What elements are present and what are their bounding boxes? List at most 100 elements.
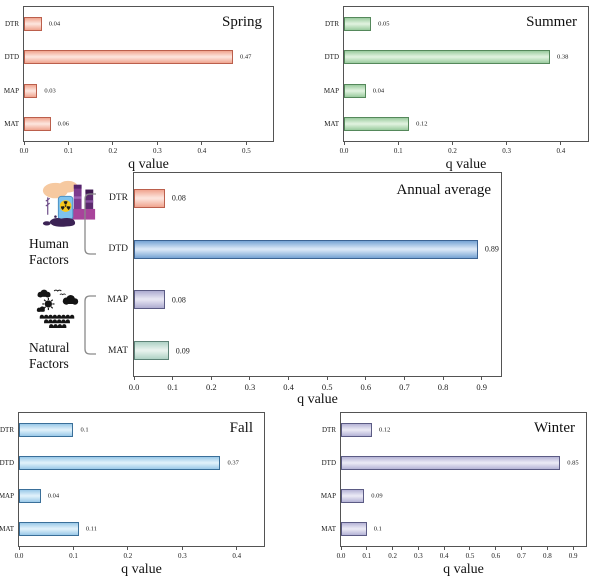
natural-factors-bracket (84, 295, 96, 355)
chart-winter: Winter DTR 0.12 DTD 0.85 MAP 0.09 MAT 0.1 0.0 0.1 0… (321, 412, 587, 577)
x-tick-label: 0.7 (399, 382, 410, 392)
x-tick (521, 546, 523, 550)
x-tick-label: 0.1 (393, 147, 403, 155)
x-tick-label: 0.7 (517, 552, 526, 560)
bar-spring-mat (24, 117, 51, 132)
category-label-dtr: DTR (109, 193, 128, 204)
category-label-dtr: DTR (325, 19, 339, 28)
category-label-dtd: DTD (324, 53, 339, 62)
x-tick (365, 376, 367, 380)
x-axis-label-spring: q value (128, 157, 169, 172)
x-tick-label: 0.5 (465, 552, 475, 560)
chart-title-annual: Annual average (396, 182, 491, 198)
x-tick (397, 141, 399, 145)
category-label-dtr: DTR (0, 425, 14, 434)
value-label-spring-dtr: 0.04 (48, 20, 61, 28)
x-tick-label: 0.4 (232, 552, 242, 560)
x-tick (112, 141, 114, 145)
bar-annual-mat (134, 341, 169, 361)
x-tick-label: 0.0 (339, 147, 349, 155)
value-label-annual-dtr: 0.08 (171, 193, 186, 203)
x-tick-label: 0.9 (568, 552, 578, 560)
bar-winter-dtr (341, 422, 372, 437)
bar-spring-dtd (24, 50, 233, 65)
chart-fall: Fall DTR 0.1 DTD 0.37 MAP 0.04 MAT 0.11 0.0 0.1 0.2… (0, 412, 265, 577)
x-tick (172, 376, 174, 380)
x-axis-label-summer: q value (445, 157, 487, 172)
x-tick (572, 546, 574, 550)
x-tick (127, 546, 129, 550)
x-tick-label: 0.6 (491, 552, 501, 560)
bar-winter-map (341, 489, 365, 504)
x-tick-label: 0.6 (360, 382, 372, 392)
x-tick-label: 0.4 (556, 147, 566, 155)
x-tick (201, 141, 203, 145)
category-label-mat: MAT (4, 120, 19, 129)
value-label-winter-map: 0.09 (371, 492, 383, 500)
plot-area-spring: Spring DTR 0.04 DTD 0.47 MAP 0.03 MAT 0.06 0.0 0.1… (4, 6, 274, 172)
weather-icon (34, 288, 80, 330)
x-tick-label: 0.0 (128, 382, 140, 392)
x-tick-label: 0.9 (476, 382, 487, 392)
value-label-spring-mat: 0.06 (57, 120, 70, 128)
x-tick (236, 546, 238, 550)
x-tick-label: 0.8 (437, 382, 449, 392)
x-tick (181, 546, 183, 550)
nuclear-plant-icon (40, 178, 98, 236)
x-tick (249, 376, 251, 380)
x-tick-label: 0.3 (177, 552, 187, 560)
value-label-annual-mat: 0.09 (175, 346, 190, 356)
value-label-annual-dtd: 0.89 (484, 244, 499, 254)
category-label-mat: MAT (107, 345, 128, 356)
natural-factors-label: Natural Factors (29, 340, 70, 372)
x-tick (481, 376, 483, 380)
value-label-spring-map: 0.03 (44, 87, 56, 95)
x-tick-label: 0.5 (241, 147, 251, 155)
x-tick-label: 0.4 (197, 147, 207, 155)
x-tick (288, 376, 290, 380)
category-label-mat: MAT (321, 525, 336, 534)
x-tick-label: 0.2 (388, 552, 397, 560)
category-label-dtd: DTD (321, 458, 336, 467)
x-tick (560, 141, 562, 145)
x-tick-label: 0.3 (244, 382, 256, 392)
value-label-winter-mat: 0.1 (373, 525, 382, 533)
x-tick-label: 0.1 (64, 147, 73, 155)
value-label-fall-dtr: 0.1 (80, 426, 89, 434)
x-tick (403, 376, 405, 380)
x-tick (366, 546, 368, 550)
category-label-map: MAP (323, 86, 339, 95)
x-tick (133, 376, 135, 380)
value-label-summer-dtd: 0.38 (557, 53, 569, 61)
chart-spring: Spring DTR 0.04 DTD 0.47 MAP 0.03 MAT 0.06 0.0 0.1… (4, 6, 274, 172)
chart-title-summer: Summer (526, 14, 577, 30)
x-tick (326, 376, 328, 380)
x-tick (72, 546, 74, 550)
bar-winter-dtd (341, 455, 561, 470)
x-tick (417, 546, 419, 550)
bar-spring-dtr (24, 16, 42, 31)
bar-fall-map (19, 489, 41, 504)
x-tick-label: 0.2 (205, 382, 217, 392)
bar-annual-map (134, 290, 165, 310)
x-tick-label: 0.2 (123, 552, 133, 560)
x-tick-label: 0.0 (14, 552, 24, 560)
category-label-dtd: DTD (4, 53, 19, 62)
bar-summer-map (344, 83, 366, 98)
category-label-mat: MAT (0, 525, 14, 534)
bar-summer-dtr (344, 16, 372, 31)
x-tick-label: 0.1 (362, 552, 372, 560)
category-label-dtd: DTD (0, 458, 14, 467)
bar-spring-map (24, 83, 38, 98)
x-tick-label: 0.4 (283, 382, 294, 392)
x-tick (67, 141, 69, 145)
bar-summer-mat (344, 117, 410, 132)
x-axis-label-fall: q value (121, 562, 162, 577)
bar-annual-dtd (134, 239, 478, 259)
value-label-spring-dtd: 0.47 (239, 53, 252, 61)
x-tick-label: 0.3 (153, 147, 162, 155)
category-label-map: MAP (0, 492, 14, 501)
x-tick (210, 376, 212, 380)
value-label-summer-mat: 0.12 (416, 120, 428, 128)
x-tick-label: 0.4 (439, 552, 449, 560)
